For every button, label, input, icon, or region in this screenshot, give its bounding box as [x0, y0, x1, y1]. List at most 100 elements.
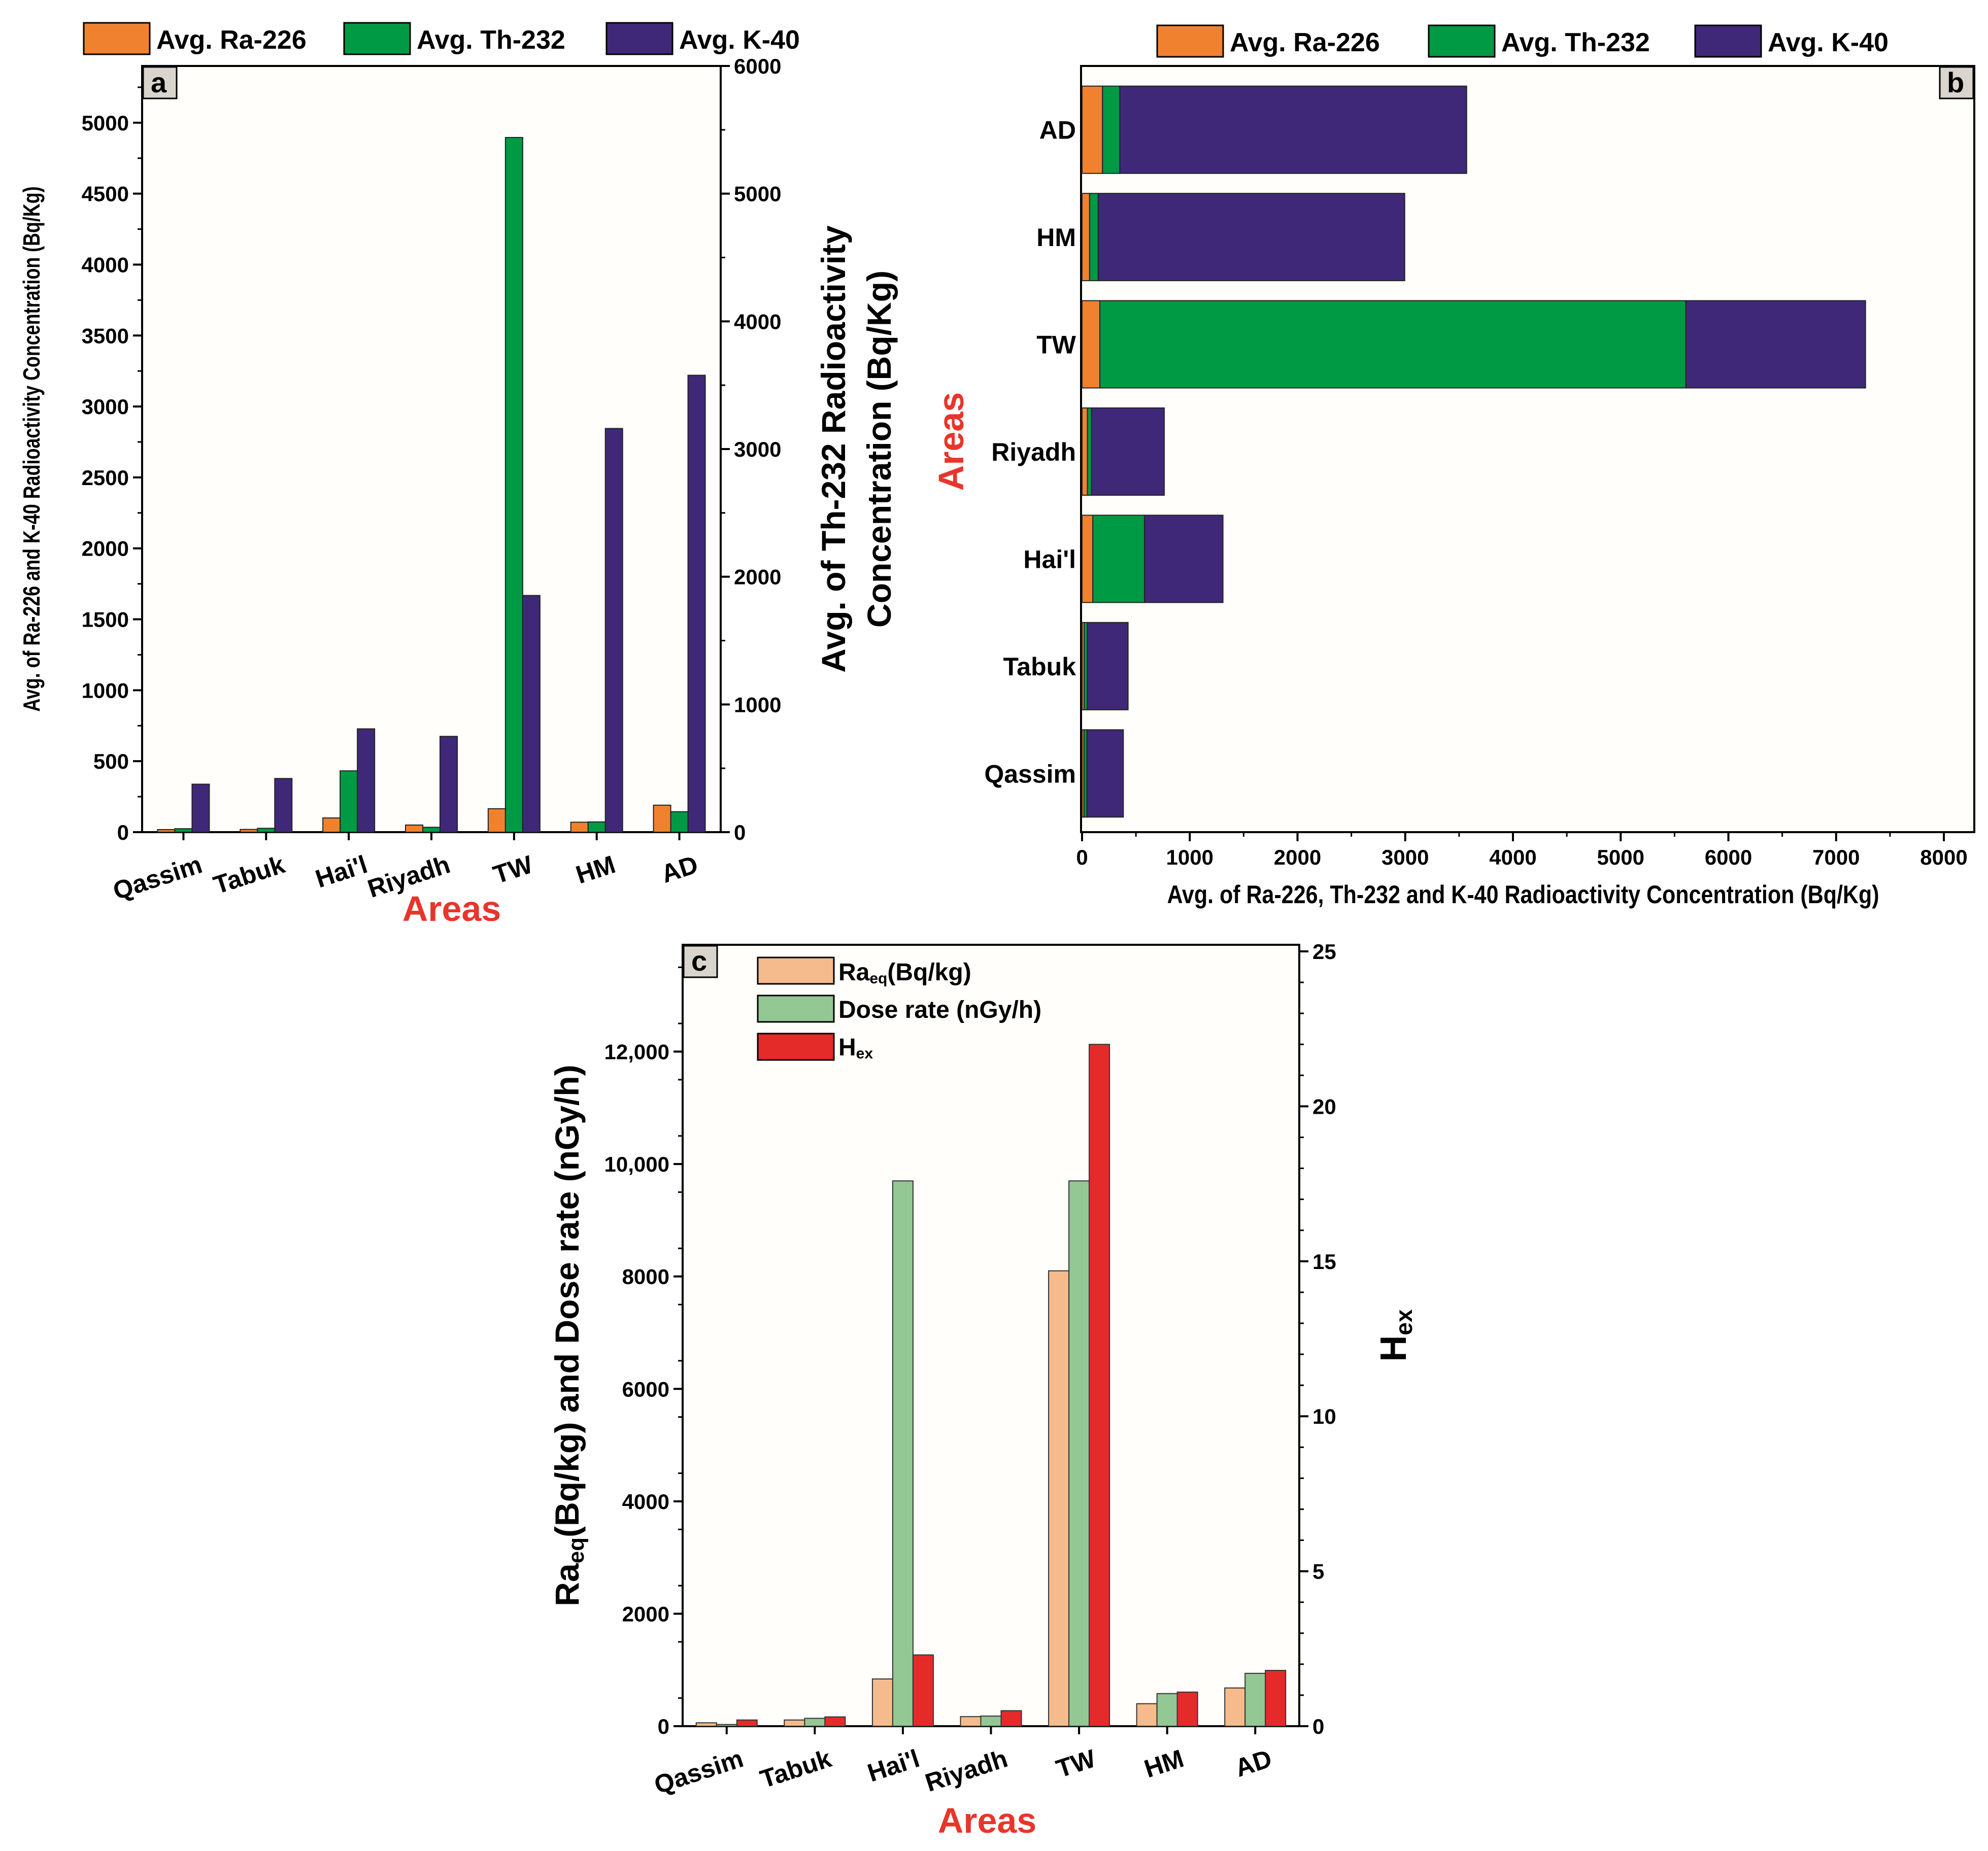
b-category-label: Hai'l	[1023, 545, 1076, 573]
b-xtick-label: 6000	[1705, 845, 1752, 869]
b-bar-tw-th232	[1099, 300, 1687, 389]
a-bar-ad-k40	[687, 374, 706, 833]
c-bar-qassim-hex	[736, 1719, 758, 1727]
a-y2tick-label: 0	[734, 820, 746, 844]
c-y2tick-label: 15	[1312, 1250, 1336, 1274]
c-bar-tw-raeq	[1048, 1270, 1070, 1727]
c-y2tick-label: 20	[1312, 1094, 1336, 1118]
a-bar-hm-k40	[604, 428, 623, 833]
c-category-label: Riyadh	[922, 1744, 1011, 1797]
a-left-axis: 0 500 1000 1500 2000 2500 3000 3500 4000 4500 5000	[82, 86, 142, 844]
panel-c: c Raeq(Bq/kg) Dose rate (nGy/h) Hex 0200…	[548, 940, 1417, 1840]
c-bar-riyadh-raeq	[960, 1716, 982, 1727]
a-bar-hm-th232	[587, 821, 606, 833]
c-category-label: HM	[1141, 1744, 1187, 1783]
a-y2tick-label: 4000	[734, 310, 781, 333]
a-ytick-label: 2000	[82, 537, 129, 561]
legend-c-raeq-sub: eq	[869, 970, 887, 987]
b-category-label: AD	[1039, 116, 1076, 145]
c-y2tick-label: 25	[1312, 940, 1336, 964]
panel-c-tag-box	[683, 945, 718, 978]
legend-c-dose-swatch	[757, 995, 835, 1023]
panel-b-tag: b	[1947, 66, 1964, 98]
legend-b-th232-label: Avg. Th-232	[1501, 28, 1650, 57]
c-y-axis-title-rest: (Bq/kg) and Dose rate (nGy/h)	[548, 1065, 586, 1537]
c-bar-qassim-dose	[716, 1724, 737, 1727]
c-bar-hm-dose	[1156, 1693, 1178, 1727]
a-bar-hail-k40	[357, 728, 376, 833]
panel-a-tag: a	[151, 66, 167, 98]
b-bar-hm-k40	[1097, 193, 1405, 282]
legend-b-ra226-label: Avg. Ra-226	[1230, 28, 1380, 57]
c-category-label: Tabuk	[757, 1744, 835, 1794]
a-bar-ad-ra226	[653, 804, 671, 833]
b-bar-ad-th232	[1102, 85, 1121, 174]
legend-a-th232-label: Avg. Th-232	[417, 25, 565, 55]
a-category-label: TW	[490, 850, 536, 889]
b-xtick-label: 8000	[1920, 845, 1967, 869]
b-bar-tw-k40	[1685, 300, 1866, 389]
legend-b: Avg. Ra-226 Avg. Th-232 Avg. K-40	[1156, 24, 1889, 58]
c-y2tick-label: 5	[1312, 1560, 1324, 1584]
c-bar-hail-dose	[892, 1180, 914, 1727]
b-y-axis-title: Areas	[931, 392, 971, 491]
c-ytick-label: 0	[658, 1715, 669, 1738]
c-category-label: Qassim	[651, 1744, 747, 1799]
legend-c-raeq-main: Ra	[838, 959, 870, 986]
c-y-axis-title-sub: eq	[564, 1537, 589, 1563]
c-y2-axis-title: Hex	[1373, 1309, 1417, 1362]
b-xtick-label: 0	[1076, 845, 1088, 869]
b-bar-riyadh-th232	[1087, 407, 1092, 496]
legend-a-k40-swatch	[605, 22, 673, 55]
b-xtick-label: 5000	[1597, 845, 1644, 869]
c-bar-qassim-raeq	[695, 1722, 717, 1727]
b-bar-riyadh-k40	[1091, 407, 1165, 496]
a-bar-ad-th232	[670, 811, 689, 833]
panel-b-tag-box	[1939, 66, 1974, 99]
a-ytick-label: 2500	[82, 466, 129, 490]
a-y2tick-label: 5000	[734, 182, 781, 206]
b-x-axis: 0 1000 2000 3000 4000 5000 6000 7000 8000	[1076, 832, 1968, 869]
a-right-axis: 0 1000 2000 3000 4000 5000 6000	[721, 54, 781, 844]
a-bars	[157, 136, 706, 840]
b-bar-ad-k40	[1119, 85, 1467, 174]
a-y2-axis-title-line1: Avg. of Th-232 Radioactivity	[815, 225, 852, 673]
legend-a-k40-label: Avg. K-40	[679, 25, 800, 55]
c-bar-tabuk-dose	[804, 1718, 826, 1727]
b-bars	[1082, 85, 1866, 818]
a-bar-qassim-k40	[191, 783, 210, 833]
a-category-label: Hai'l	[312, 850, 371, 893]
c-bar-riyadh-hex	[1000, 1710, 1022, 1727]
legend-b-th232-swatch	[1428, 24, 1496, 58]
a-bar-qassim-th232	[174, 828, 193, 833]
legend-b-ra226-swatch	[1156, 24, 1224, 58]
c-bar-tw-hex	[1089, 1044, 1110, 1727]
a-bar-tw-th232	[504, 136, 523, 833]
c-bar-hail-raeq	[871, 1678, 893, 1727]
b-bar-hail-k40	[1144, 515, 1224, 603]
a-y-axis-title: Avg. of Ra-226 and K-40 Radioactivity Co…	[19, 186, 45, 711]
panel-a-tag-box	[142, 66, 178, 99]
c-ytick-label: 10,000	[604, 1152, 669, 1176]
b-xtick-label: 4000	[1489, 845, 1536, 869]
a-y2tick-label: 1000	[734, 693, 781, 716]
b-xtick-label: 1000	[1166, 845, 1214, 869]
c-ytick-label: 2000	[622, 1602, 669, 1626]
c-bar-ad-dose	[1244, 1672, 1266, 1727]
legend-c-raeq-swatch	[757, 956, 835, 985]
c-bar-ad-raeq	[1224, 1687, 1246, 1727]
a-y2tick-label: 6000	[734, 54, 781, 78]
panel-b: Avg. Ra-226 Avg. Th-232 Avg. K-40 b 0 100…	[931, 24, 1975, 909]
a-ytick-label: 500	[93, 749, 129, 773]
a-ytick-label: 3500	[82, 324, 129, 348]
legend-b-k40-swatch	[1694, 24, 1762, 58]
b-x-axis-title: Avg. of Ra-226, Th-232 and K-40 Radioact…	[1167, 880, 1879, 909]
a-ytick-label: 1000	[82, 678, 129, 702]
legend-c-hex-sub: ex	[856, 1045, 873, 1062]
a-ytick-label: 5000	[82, 111, 129, 135]
a-ytick-label: 3000	[82, 395, 129, 419]
a-category-label: Qassim	[110, 850, 206, 905]
c-bar-riyadh-dose	[980, 1716, 1002, 1727]
plot-area-c	[682, 944, 1300, 1727]
a-category-label: Tabuk	[210, 850, 288, 900]
